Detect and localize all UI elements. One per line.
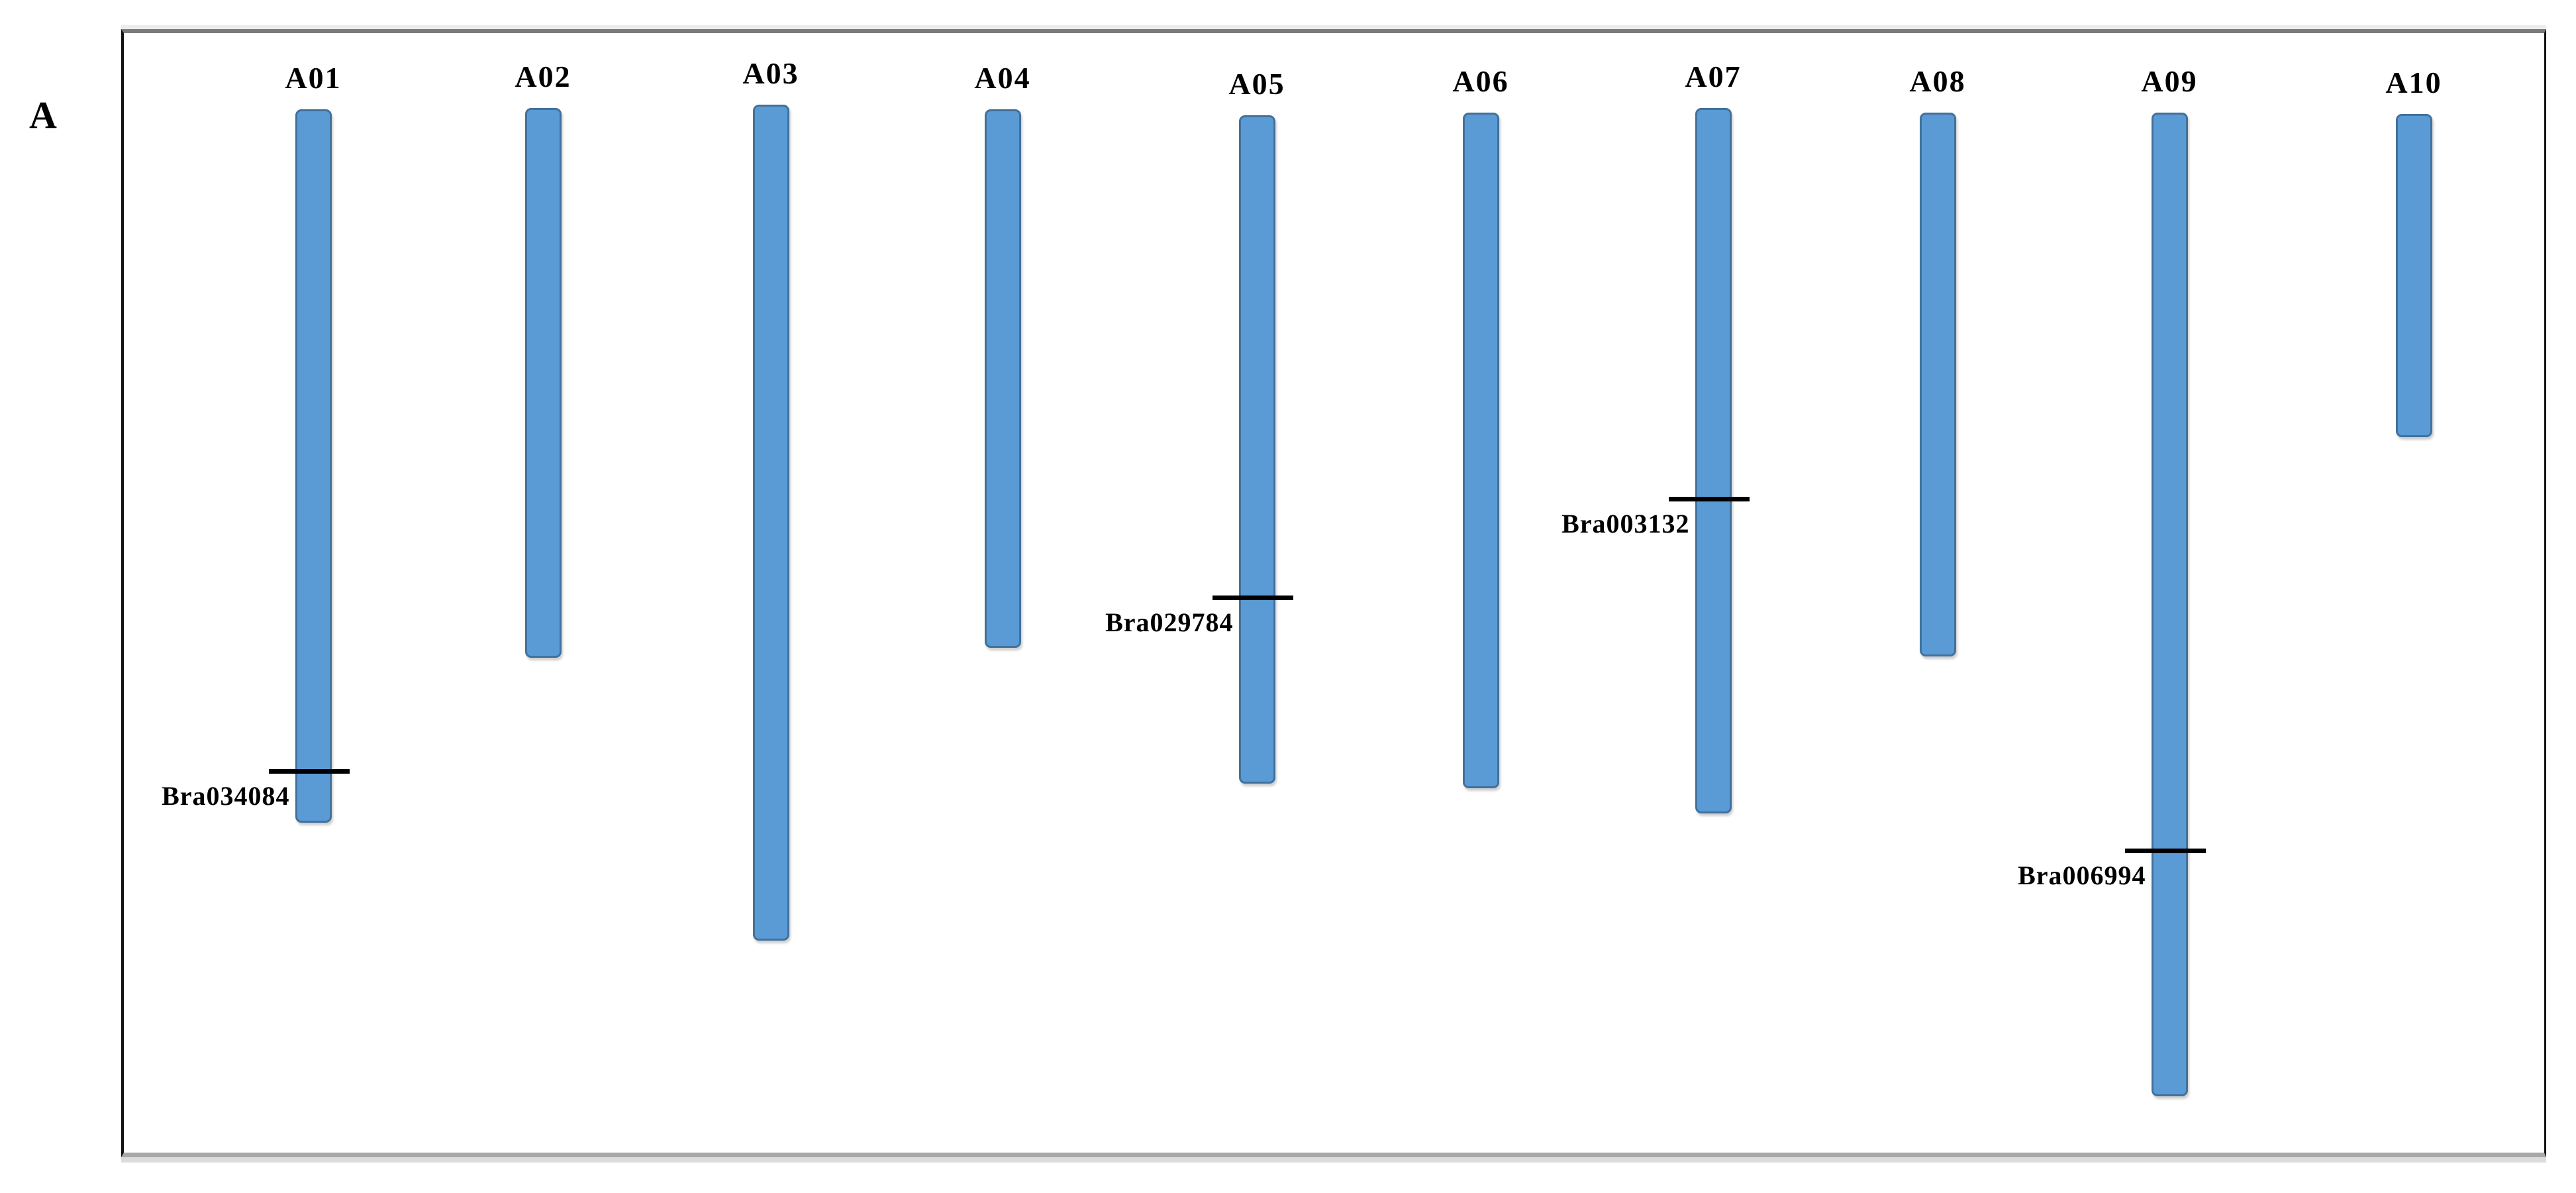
gene-label-Bra006994: Bra006994 — [2018, 860, 2146, 890]
gene-label-Bra034084: Bra034084 — [162, 781, 290, 811]
panel-label: A — [29, 93, 57, 136]
gene-tick-Bra029784 — [1213, 596, 1293, 600]
chromosome-bar-A04 — [984, 109, 1021, 648]
chromosome-label-A05: A05 — [1228, 67, 1285, 101]
chromosome-label-A10: A10 — [2385, 66, 2442, 99]
chromosome-label-A04: A04 — [974, 61, 1031, 95]
chromosome-label-A07: A07 — [1685, 60, 1742, 93]
gene-label-Bra003132: Bra003132 — [1561, 509, 1690, 539]
gene-tick-Bra003132 — [1669, 497, 1750, 501]
gene-tick-Bra034084 — [269, 769, 350, 774]
chromosome-bar-A09 — [2151, 113, 2188, 1096]
chromosome-bar-A08 — [1919, 113, 1956, 656]
gene-tick-Bra006994 — [2125, 849, 2206, 853]
chromosome-bar-A05 — [1238, 115, 1275, 784]
gene-label-Bra029784: Bra029784 — [1105, 607, 1234, 637]
chromosome-bar-A03 — [752, 105, 789, 941]
chromosome-label-A03: A03 — [742, 56, 799, 90]
chromosome-label-A02: A02 — [515, 60, 571, 93]
chromosome-label-A08: A08 — [1909, 64, 1966, 98]
chromosome-bar-A01 — [295, 109, 332, 823]
chromosome-bar-A02 — [524, 108, 562, 658]
chromosome-label-A06: A06 — [1452, 64, 1509, 98]
chromosome-bar-A07 — [1695, 108, 1732, 813]
plot-area — [121, 29, 2546, 1157]
chromosome-bar-A06 — [1462, 113, 1499, 788]
chromosome-label-A09: A09 — [2141, 64, 2198, 98]
chromosome-bar-A10 — [2395, 114, 2432, 437]
chromosome-label-A01: A01 — [285, 61, 342, 95]
